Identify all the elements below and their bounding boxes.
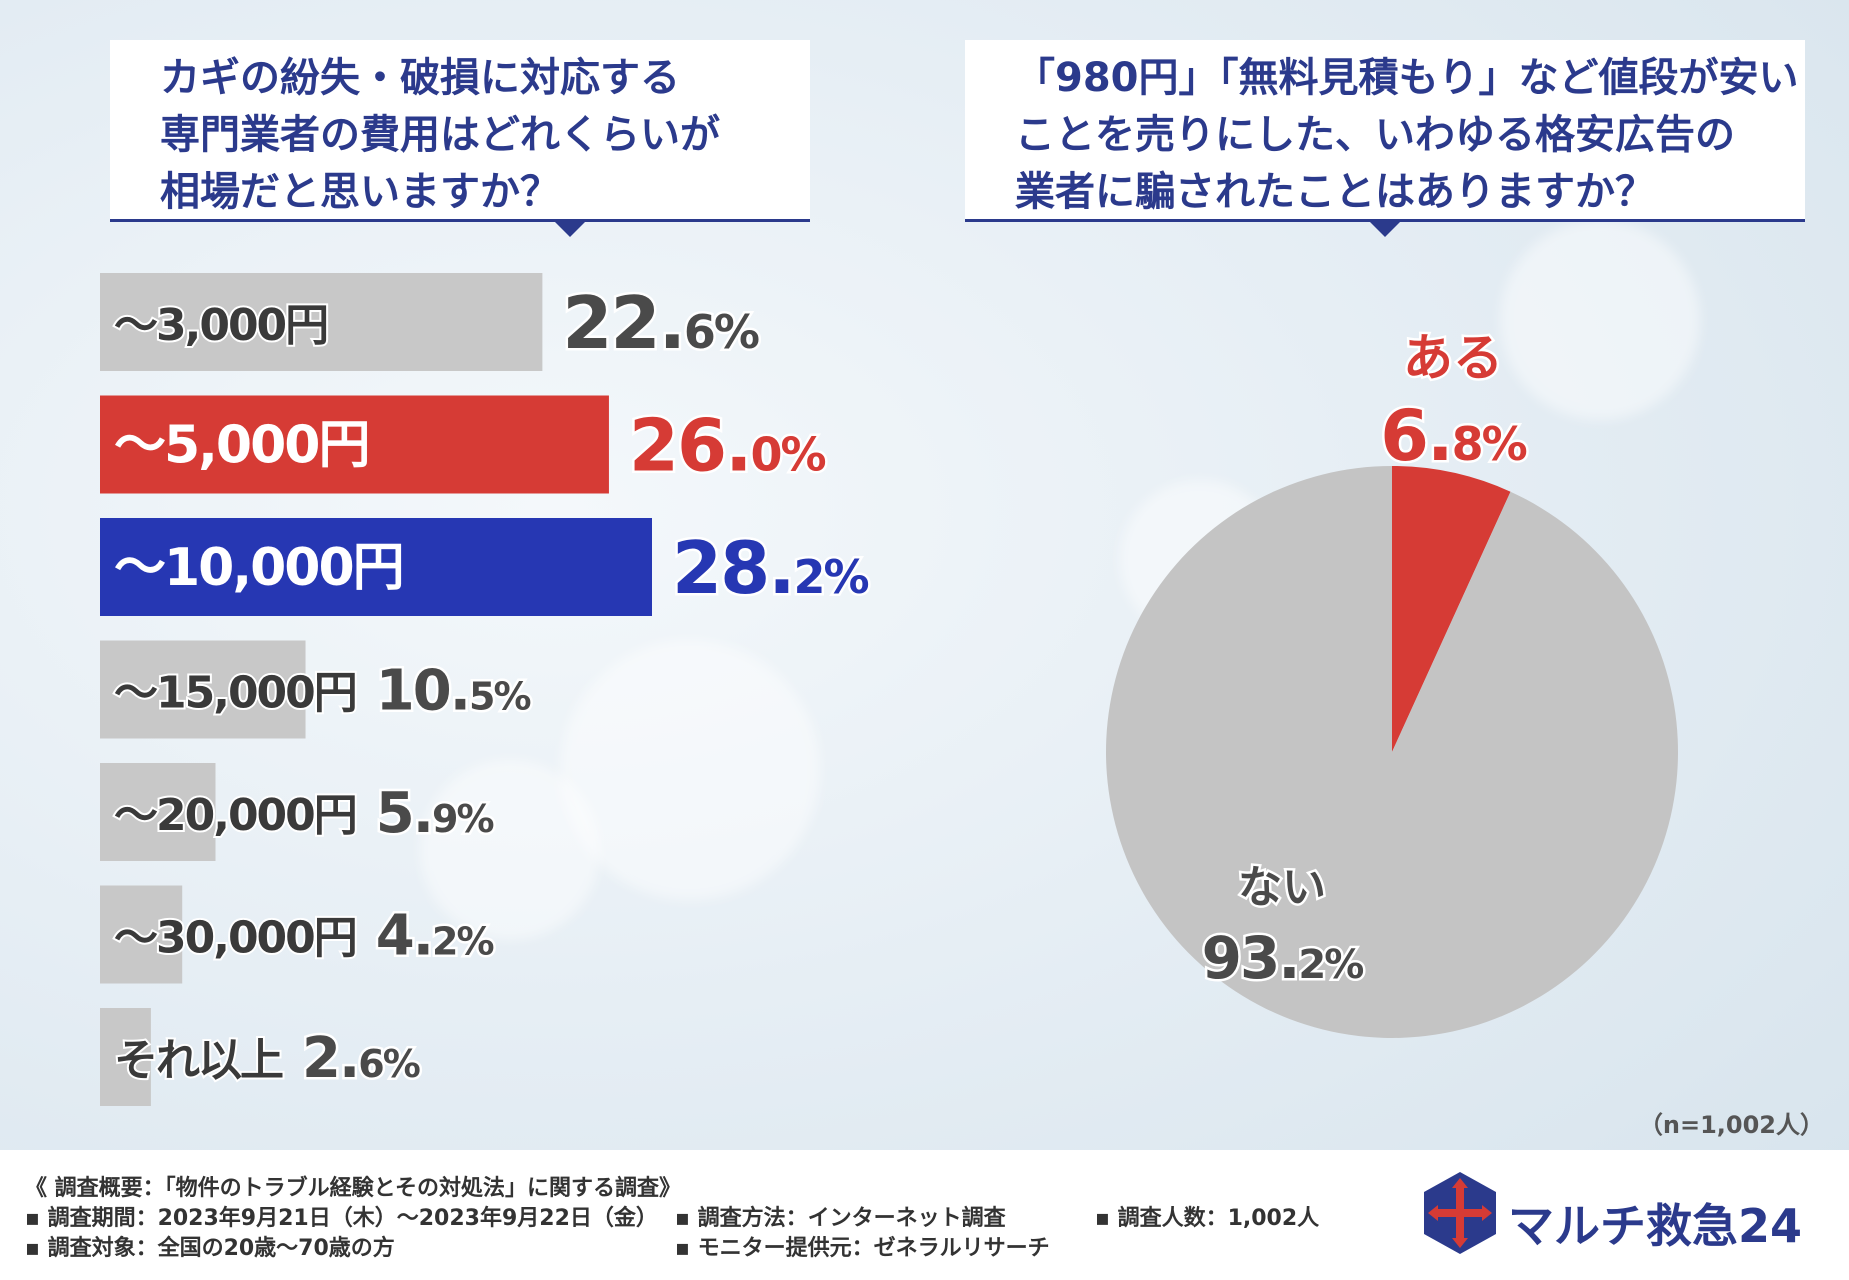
bar-value-label-2: 28.2% bbox=[672, 526, 869, 610]
bar-value-label-2-main: 28. bbox=[672, 526, 794, 610]
bokeh-decoration bbox=[560, 640, 820, 900]
bar-value-label-4: 5.9% bbox=[376, 781, 494, 846]
bar-5 bbox=[100, 885, 183, 984]
bar-value-label-3: 10.5% bbox=[376, 659, 531, 724]
bar-value-label-0-sub: 6% bbox=[684, 305, 759, 359]
pie-value-label-0-main: 6. bbox=[1380, 395, 1451, 477]
pie-label-1: ない bbox=[1238, 862, 1326, 913]
bar-category-label-2: ～10,000円 bbox=[114, 538, 403, 598]
left-question-line: カギの紛失・破損に対応する bbox=[160, 55, 680, 101]
scam-experience-pie-chart: ある 6.8% ない 93.2% bbox=[1106, 327, 1678, 1038]
bar-4 bbox=[100, 763, 216, 861]
bar-category-label-5: ～30,000円 bbox=[114, 913, 356, 964]
bar-0 bbox=[100, 273, 543, 371]
price-bar-chart: ～3,000円 22.6%～5,000円 26.0%～10,000円 28.2%～15… bbox=[100, 273, 873, 1106]
bokeh-decoration bbox=[1500, 220, 1700, 420]
bar-value-label-4-main: 5. bbox=[376, 781, 432, 846]
survey-target: ▪ 調査対象：全国の20歳～70歳の方 bbox=[25, 1236, 395, 1261]
bar-3 bbox=[100, 640, 306, 739]
bar-value-label-6-main: 2. bbox=[302, 1026, 358, 1091]
bar-value-label-5-sub: 2% bbox=[432, 920, 493, 964]
right-question-line: 「980円」「無料見積もり」など値段が安い bbox=[1015, 55, 1799, 101]
bokeh-decoration bbox=[420, 760, 600, 940]
pie-label-0: ある bbox=[1403, 329, 1503, 387]
bar-value-label-1-main: 26. bbox=[629, 404, 751, 488]
bar-category-label-4: ～20,000円 bbox=[114, 790, 356, 841]
pie-slice-1 bbox=[1106, 466, 1678, 1038]
survey-period: ▪ 調査期間：2023年9月21日（木）～2023年9月22日（金） bbox=[25, 1206, 658, 1231]
bar-value-label-0-main: 22. bbox=[562, 281, 684, 365]
bar-value-label-0: 22.6% bbox=[562, 281, 759, 365]
left-question-line: 相場だと思いますか？ bbox=[160, 169, 560, 215]
bar-value-label-5-main: 4. bbox=[376, 904, 432, 969]
bar-6 bbox=[100, 1008, 151, 1106]
bar-value-label-6-sub: 6% bbox=[358, 1042, 419, 1086]
bar-value-label-2-sub: 2% bbox=[794, 550, 869, 604]
bar-value-label-5: 4.2% bbox=[376, 904, 494, 969]
right-question-line: ことを売りにした、いわゆる格安広告の bbox=[1015, 112, 1735, 158]
right-question-box: 「980円」「無料見積もり」など値段が安い ことを売りにした、いわゆる格安広告の… bbox=[965, 40, 1805, 237]
bar-2 bbox=[100, 518, 652, 616]
brand-name: マルチ救急24 bbox=[1508, 1199, 1803, 1253]
bar-category-label-1: ～5,000円 bbox=[114, 416, 368, 476]
survey-title: 《 調査概要：「物件のトラブル経験とその対処法」に関する調査》 bbox=[25, 1176, 682, 1201]
survey-provider: ▪ モニター提供元：ゼネラルリサーチ bbox=[675, 1236, 1050, 1261]
left-question-box: カギの紛失・破損に対応する 専門業者の費用はどれくらいが 相場だと思いますか？ bbox=[110, 40, 810, 237]
bar-category-label-3: ～15,000円 bbox=[114, 668, 356, 719]
pie-value-label-0: 6.8% bbox=[1380, 395, 1526, 477]
bar-category-label-6: それ以上 bbox=[114, 1035, 283, 1086]
cross-emblem-icon bbox=[1424, 1172, 1496, 1254]
pie-value-label-1-main: 93. bbox=[1202, 924, 1299, 992]
bar-value-label-3-main: 10. bbox=[376, 659, 469, 724]
bar-value-label-6: 2.6% bbox=[302, 1026, 420, 1091]
pointer-triangle bbox=[1369, 221, 1401, 237]
survey-method: ▪ 調査方法：インターネット調査 bbox=[675, 1206, 1006, 1231]
survey-count: ▪ 調査人数：1,002人 bbox=[1095, 1206, 1320, 1231]
bar-category-label-0: ～3,000円 bbox=[114, 300, 327, 351]
pie-value-label-1: 93.2% bbox=[1202, 924, 1364, 992]
bar-value-label-4-sub: 9% bbox=[432, 797, 493, 841]
pie-value-label-1-sub: 2% bbox=[1298, 942, 1363, 988]
pie-value-label-0-sub: 8% bbox=[1452, 417, 1527, 471]
left-question-line: 専門業者の費用はどれくらいが bbox=[160, 112, 720, 158]
pie-slice-0 bbox=[1392, 466, 1511, 752]
survey-footer: 《 調査概要：「物件のトラブル経験とその対処法」に関する調査》 ▪ 調査期間：2… bbox=[0, 1150, 1849, 1280]
right-question-line: 業者に騙されたことはありますか？ bbox=[1015, 169, 1655, 215]
bar-value-label-1-sub: 0% bbox=[750, 428, 825, 482]
bar-value-label-1: 26.0% bbox=[629, 404, 826, 488]
sample-size-note: （n=1,002人） bbox=[1638, 1111, 1824, 1139]
bar-1 bbox=[100, 395, 609, 494]
pointer-triangle bbox=[554, 221, 586, 237]
bar-value-label-3-sub: 5% bbox=[469, 675, 530, 719]
